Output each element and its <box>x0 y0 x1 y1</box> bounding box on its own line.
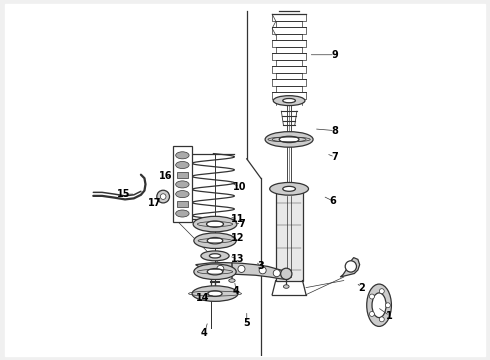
Ellipse shape <box>283 186 295 191</box>
Text: 2: 2 <box>358 283 365 293</box>
Text: 6: 6 <box>330 196 337 206</box>
Ellipse shape <box>208 292 214 295</box>
Text: 5: 5 <box>244 318 250 328</box>
Circle shape <box>369 311 374 316</box>
Circle shape <box>379 317 384 322</box>
Text: 9: 9 <box>332 50 338 60</box>
Ellipse shape <box>367 284 392 327</box>
Ellipse shape <box>176 152 189 159</box>
Text: 11: 11 <box>231 214 245 224</box>
Circle shape <box>379 289 384 294</box>
Bar <box>276 192 302 280</box>
Text: 7: 7 <box>332 152 338 162</box>
Circle shape <box>157 190 170 203</box>
Circle shape <box>369 294 374 299</box>
Ellipse shape <box>283 99 295 103</box>
Ellipse shape <box>209 254 220 258</box>
Ellipse shape <box>207 269 223 275</box>
Text: 13: 13 <box>231 255 245 264</box>
Polygon shape <box>340 258 360 277</box>
Ellipse shape <box>279 136 299 143</box>
Text: 1: 1 <box>386 311 393 321</box>
Ellipse shape <box>207 221 223 227</box>
Ellipse shape <box>270 183 309 195</box>
Ellipse shape <box>176 181 189 188</box>
Text: 3: 3 <box>258 261 264 271</box>
Circle shape <box>345 261 357 272</box>
Ellipse shape <box>201 251 229 261</box>
Ellipse shape <box>372 293 386 318</box>
Ellipse shape <box>192 286 238 301</box>
Text: 7: 7 <box>238 219 245 229</box>
Ellipse shape <box>193 216 237 232</box>
Polygon shape <box>196 262 291 279</box>
Bar <box>177 201 188 207</box>
Ellipse shape <box>273 96 305 105</box>
Bar <box>177 171 188 178</box>
Ellipse shape <box>208 291 222 296</box>
Ellipse shape <box>283 285 289 288</box>
Circle shape <box>281 268 292 279</box>
Text: 17: 17 <box>148 198 162 208</box>
Text: 8: 8 <box>332 126 339 136</box>
Text: 12: 12 <box>231 233 245 243</box>
Text: 14: 14 <box>196 293 209 303</box>
Text: 4: 4 <box>201 328 208 338</box>
Ellipse shape <box>229 279 235 282</box>
Ellipse shape <box>207 238 223 244</box>
Text: 10: 10 <box>233 182 246 192</box>
Circle shape <box>259 267 266 274</box>
Bar <box>172 147 192 222</box>
Circle shape <box>273 270 280 277</box>
Ellipse shape <box>176 190 189 198</box>
Ellipse shape <box>265 132 313 147</box>
Text: 16: 16 <box>159 171 172 181</box>
Text: 4: 4 <box>233 286 240 296</box>
Ellipse shape <box>176 210 189 217</box>
Ellipse shape <box>194 264 236 279</box>
Circle shape <box>386 303 391 308</box>
Text: 15: 15 <box>117 189 130 199</box>
Circle shape <box>217 265 224 273</box>
Circle shape <box>238 265 245 273</box>
Ellipse shape <box>194 233 236 248</box>
Circle shape <box>160 194 166 199</box>
Ellipse shape <box>176 162 189 168</box>
